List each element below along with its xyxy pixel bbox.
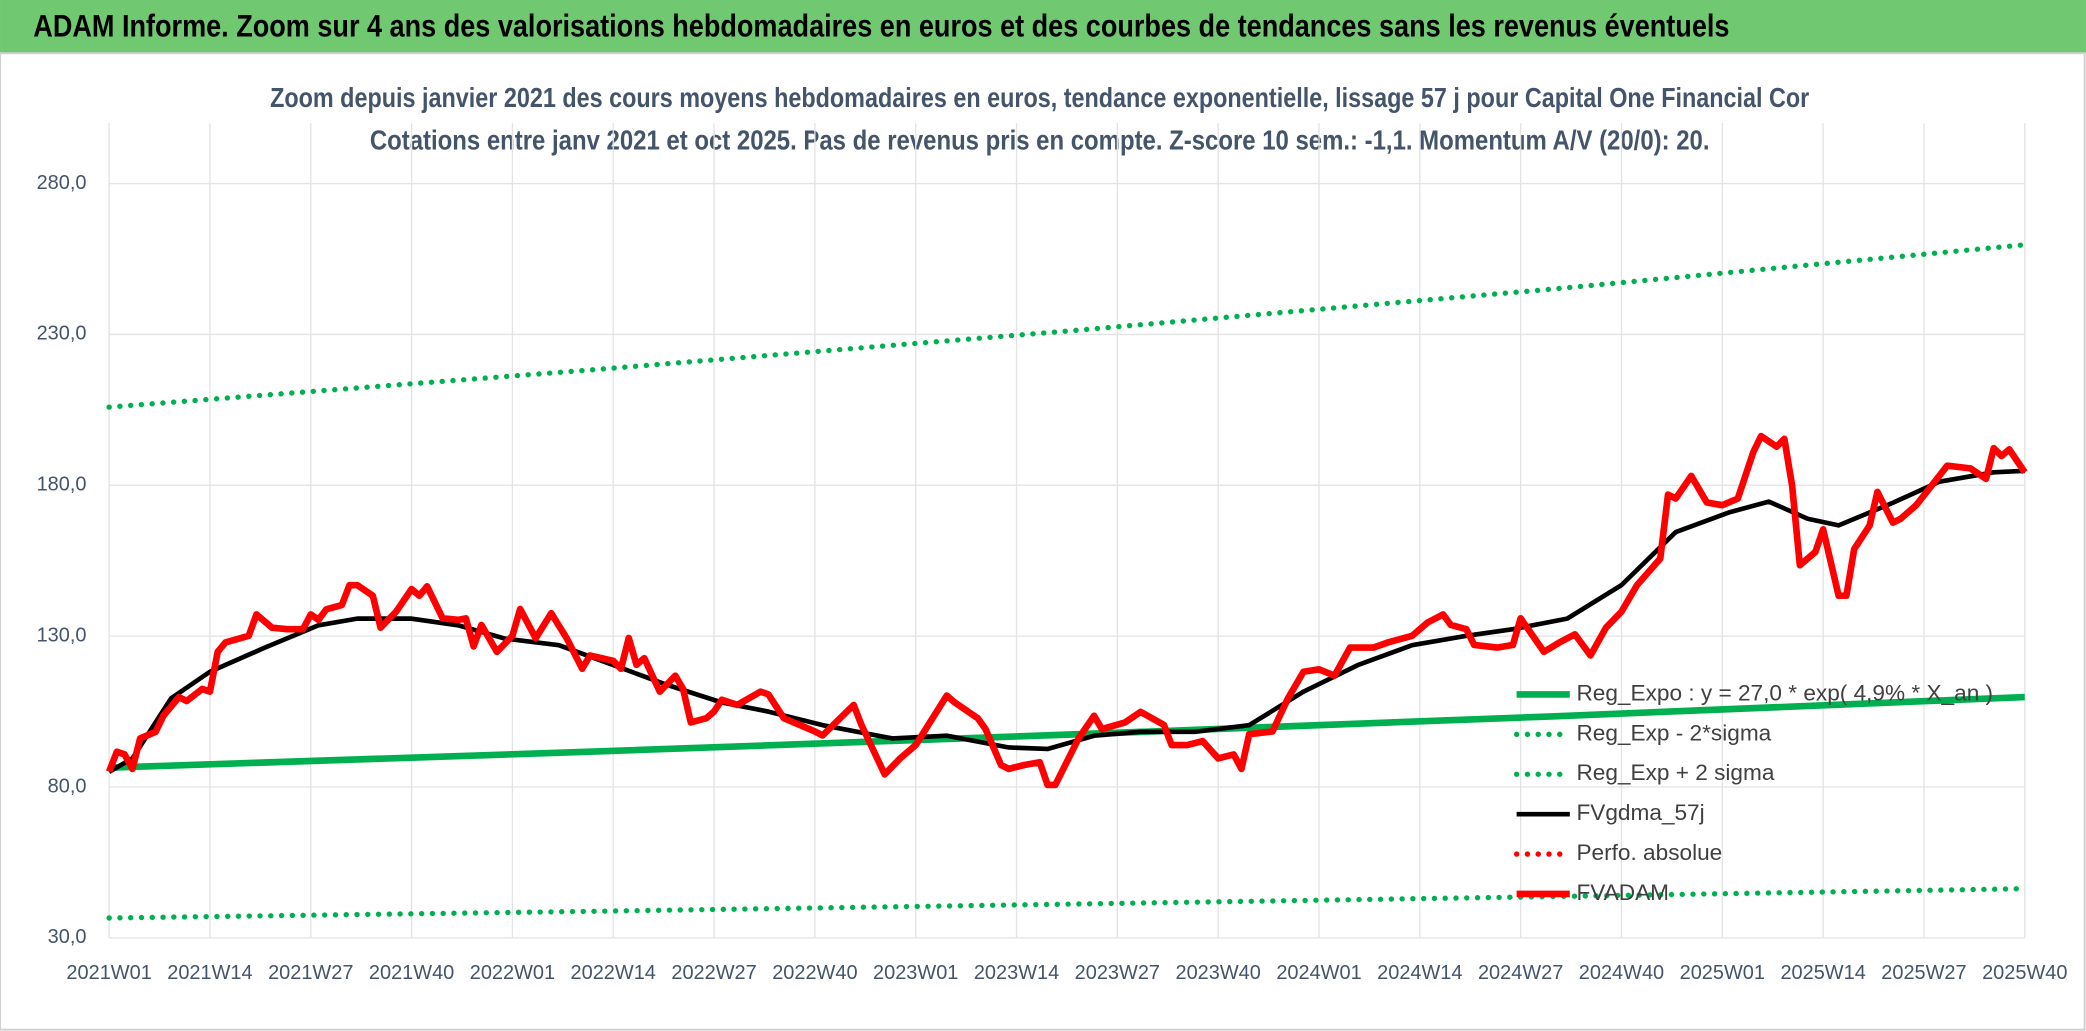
x-tick-label: 2025W27 (1881, 962, 1966, 984)
grid: 2021W01 2021W14 2021W27 2021W40 2022W01 2022W… (37, 123, 2067, 984)
x-tick-label: 2022W27 (671, 962, 756, 984)
legend-label: Reg_Exp + 2 sigma (1576, 760, 1774, 785)
legend-label: Reg_Expo : y = 27,0 * exp( 4,9% * X_an ) (1576, 680, 1993, 705)
legend-label: FVgdma_57j (1576, 800, 1704, 825)
series-line (106, 886, 2028, 921)
legend-label: Reg_Exp - 2*sigma (1576, 720, 1771, 745)
series-line (106, 432, 2028, 789)
x-tick-label: 2021W40 (369, 962, 454, 984)
series-line (109, 693, 2025, 772)
x-tick-label: 2024W01 (1276, 962, 1361, 984)
plot (106, 242, 2028, 921)
y-tick-label: 180,0 (37, 474, 87, 496)
legend: Reg_Expo : y = 27,0 * exp( 4,9% * X_an )… (1513, 680, 1993, 905)
x-tick-label: 2021W14 (167, 962, 252, 984)
x-tick-label: 2022W40 (772, 962, 857, 984)
x-tick-label: 2023W01 (873, 962, 958, 984)
series-line (106, 242, 2028, 410)
x-tick-label: 2022W14 (571, 962, 656, 984)
series-line (107, 468, 2025, 774)
y-tick-label: 280,0 (37, 172, 87, 194)
x-tick-label: 2021W27 (268, 962, 353, 984)
chart-title: Zoom depuis janvier 2021 des cours moyen… (270, 82, 1809, 113)
x-tick-label: 2023W14 (974, 962, 1059, 984)
y-tick-label: 80,0 (48, 775, 87, 797)
header-title: ADAM Informe. Zoom sur 4 ans des valoris… (33, 7, 1729, 43)
x-tick-label: 2024W27 (1478, 962, 1563, 984)
x-tick-label: 2024W14 (1377, 962, 1462, 984)
x-tick-label: 2025W40 (1982, 962, 2067, 984)
x-tick-label: 2025W01 (1680, 962, 1765, 984)
chart-subtitle: Cotations entre janv 2021 et oct 2025. P… (370, 125, 1710, 156)
x-tick-label: 2021W01 (66, 962, 151, 984)
x-tick-label: 2023W27 (1075, 962, 1160, 984)
y-tick-label: 30,0 (48, 926, 87, 948)
x-tick-label: 2022W01 (470, 962, 555, 984)
y-tick-label: 130,0 (37, 624, 87, 646)
x-tick-label: 2024W40 (1579, 962, 1664, 984)
x-tick-label: 2023W40 (1176, 962, 1261, 984)
chart-frame (0, 52, 2086, 1031)
header-bar (0, 0, 2086, 54)
legend-label: FVADAM (1576, 880, 1669, 905)
y-tick-label: 230,0 (37, 323, 87, 345)
legend-label: Perfo. absolue (1576, 840, 1722, 865)
x-tick-label: 2025W14 (1780, 962, 1865, 984)
